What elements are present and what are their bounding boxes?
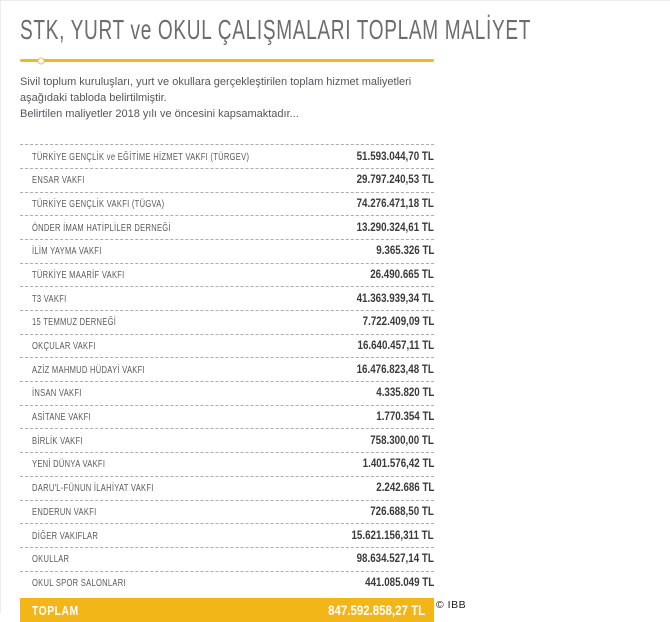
row-value: 13.290.324,61 TL <box>356 221 434 234</box>
table-row: DİĞER VAKIFLAR 15.621.156,311 TL <box>20 523 434 547</box>
table-row: ENSAR VAKFI 29.797.240,53 TL <box>20 167 434 192</box>
table-row: T3 VAKFI 41.363.939,34 TL <box>20 286 434 310</box>
total-value: 847.592.858,27 TL <box>328 602 425 618</box>
table-row: DARU'L-FÜNUN İLAHİYAT VAKFI 2.242.686 TL <box>20 475 434 500</box>
description-line-1: Sivil toplum kuruluşları, yurt ve okulla… <box>20 76 412 105</box>
table-row: İNSAN VAKFI 4.335.820 TL <box>20 381 434 405</box>
table-row: 15 TEMMUZ DERNEĞİ 7.722.409,09 TL <box>20 310 434 334</box>
row-label: 15 TEMMUZ DERNEĞİ <box>32 316 117 329</box>
row-value: 2.242.686 TL <box>375 482 434 495</box>
row-label: T3 VAKFI <box>32 292 67 305</box>
row-value: 26.490.665 TL <box>370 268 434 281</box>
row-value: 441.085.049 TL <box>364 576 434 589</box>
row-value: 15.621.156,311 TL <box>351 529 434 542</box>
row-label: OKUL SPOR SALONLARI <box>32 576 126 589</box>
row-value: 98.634.527,14 TL <box>356 553 434 566</box>
table-row: ÖNDER İMAM HATİPLİLER DERNEĞİ 13.290.324,… <box>20 215 434 239</box>
row-value: 7.722.409,09 TL <box>362 316 434 329</box>
row-value: 726.688,50 TL <box>370 505 434 518</box>
table-row: OKÇULAR VAKFI 16.640.457,11 TL <box>20 333 434 358</box>
row-value: 16.640.457,11 TL <box>357 340 434 353</box>
row-label: TÜRKİYE GENÇLİK VAKFI (TÜGVA) <box>32 197 165 210</box>
row-label: BİRLİK VAKFI <box>32 434 83 447</box>
infographic-card: STK, YURT ve OKUL ÇALIŞMALARI TOPLAM MAL… <box>1 14 532 622</box>
row-label: OKÇULAR VAKFI <box>32 340 96 353</box>
table-row: TÜRKİYE GENÇLİK ve EĞİTİME HİZMET VAKFI … <box>20 144 434 168</box>
row-label: ENDERUN VAKFI <box>32 505 97 518</box>
divider-dot-icon <box>37 57 45 65</box>
row-label: DARU'L-FÜNUN İLAHİYAT VAKFI <box>32 482 154 495</box>
table-row: OKULLAR 98.634.527,14 TL <box>20 546 434 571</box>
row-label: DİĞER VAKIFLAR <box>32 529 99 542</box>
accent-divider <box>20 57 434 65</box>
row-value: 51.593.044,70 TL <box>356 150 434 163</box>
row-value: 758.300,00 TL <box>370 434 434 447</box>
table-row: AZİZ MAHMUD HÜDAYİ VAKFI 16.476.823,48 TL <box>20 357 434 381</box>
table-row: OKUL SPOR SALONLARI 441.085.049 TL <box>20 570 434 595</box>
table-row: İLİM YAYMA VAKFI 9.365.326 TL <box>20 238 434 263</box>
row-value: 74.276.471,18 TL <box>356 197 434 210</box>
description-line-2: Belirtilen maliyetler 2018 yılı ve önces… <box>20 108 299 121</box>
row-label: İLİM YAYMA VAKFI <box>32 245 102 258</box>
row-label: TÜRKİYE GENÇLİK ve EĞİTİME HİZMET VAKFI … <box>32 150 250 163</box>
row-label: AZİZ MAHMUD HÜDAYİ VAKFI <box>32 363 145 376</box>
table-row: TÜRKİYE MAARİF VAKFI 26.490.665 TL <box>20 262 434 287</box>
row-label: OKULLAR <box>32 553 70 566</box>
row-value: 9.365.326 TL <box>375 245 434 258</box>
table-row: ENDERUN VAKFI 726.688,50 TL <box>20 499 434 524</box>
row-label: TÜRKİYE MAARİF VAKFI <box>32 268 125 281</box>
row-label: YENİ DÜNYA VAKFI <box>32 458 106 471</box>
table-row: ASİTANE VAKFI 1.770.354 TL <box>20 404 434 429</box>
row-label: ÖNDER İMAM HATİPLİLER DERNEĞİ <box>32 221 171 234</box>
table-row: YENİ DÜNYA VAKFI 1.401.576,42 TL <box>20 452 434 476</box>
row-label: İNSAN VAKFI <box>32 387 82 400</box>
cost-table: TÜRKİYE GENÇLİK ve EĞİTİME HİZMET VAKFI … <box>20 144 434 594</box>
row-value: 41.363.939,34 TL <box>356 292 434 305</box>
total-label: TOPLAM <box>32 602 79 618</box>
page-title: STK, YURT ve OKUL ÇALIŞMALARI TOPLAM MAL… <box>20 14 532 45</box>
row-value: 16.476.823,48 TL <box>356 363 434 376</box>
row-label: ASİTANE VAKFI <box>32 411 91 424</box>
table-row: BİRLİK VAKFI 758.300,00 TL <box>20 428 434 452</box>
row-value: 4.335.820 TL <box>375 387 434 400</box>
row-value: 1.770.354 TL <box>375 411 434 424</box>
total-row: TOPLAM 847.592.858,27 TL <box>20 598 434 622</box>
row-value: 29.797.240,53 TL <box>356 174 434 187</box>
description-text: Sivil toplum kuruluşları, yurt ve okulla… <box>20 75 460 123</box>
table-row: TÜRKİYE GENÇLİK VAKFI (TÜGVA) 74.276.471,… <box>20 191 434 216</box>
row-label: ENSAR VAKFI <box>32 174 85 187</box>
credit-text: © IBB <box>436 599 467 611</box>
row-value: 1.401.576,42 TL <box>362 458 434 471</box>
